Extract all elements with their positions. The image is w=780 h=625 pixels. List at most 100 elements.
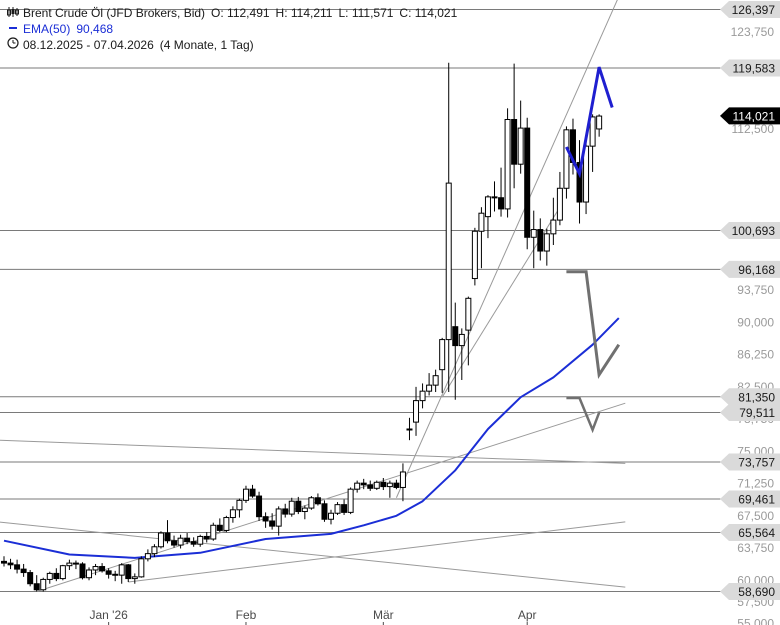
level-label-box [720, 490, 780, 508]
candle-body [478, 212, 485, 232]
level-label-box [720, 0, 780, 18]
level-label-text: 65,564 [738, 526, 775, 540]
level-label-box [720, 404, 780, 422]
candle [138, 556, 145, 578]
candle-body [118, 564, 125, 576]
level-label-text: 79,511 [739, 406, 775, 420]
candle-body [445, 182, 452, 341]
candle [236, 498, 243, 518]
projection-minor [566, 396, 601, 434]
candle [511, 63, 518, 189]
candle-body [177, 537, 184, 546]
candle-body [393, 482, 400, 488]
candle [406, 417, 413, 441]
candle-body [504, 118, 511, 210]
ema-value: 90,468 [76, 22, 114, 36]
candle [33, 575, 40, 592]
candle-body [138, 558, 145, 578]
candle [478, 207, 485, 269]
x-tick-label: Apr [518, 608, 537, 622]
candle [242, 485, 249, 503]
ema-line-icon [6, 21, 19, 37]
candle [275, 506, 282, 536]
candle [432, 369, 439, 393]
candle [589, 114, 596, 172]
y-tick-label: 90,000 [737, 315, 774, 329]
candle-body [14, 564, 21, 570]
candle [301, 505, 308, 520]
projections [565, 66, 621, 434]
candle-body [334, 504, 341, 514]
horizontal-levels [0, 8, 722, 593]
level-label: 58,690 [720, 583, 780, 601]
candle-body [157, 532, 164, 548]
candle [229, 506, 236, 523]
candle [144, 549, 151, 562]
y-tick-label: 93,750 [737, 283, 774, 297]
candle [334, 502, 341, 515]
candle-body [556, 187, 563, 221]
candle [517, 100, 524, 174]
candle-body [203, 535, 210, 540]
candle [184, 533, 191, 545]
candle [439, 337, 446, 393]
candle-body [432, 375, 439, 386]
candle [491, 181, 498, 212]
level-label-text: 126,397 [732, 3, 776, 17]
candle-body [33, 583, 40, 591]
candle-body [543, 233, 550, 252]
candle-body [321, 503, 328, 520]
candle-body [380, 481, 387, 488]
candle-body [282, 508, 289, 515]
candle [308, 496, 315, 510]
candle [197, 534, 204, 547]
candle-body [465, 297, 472, 331]
level-label-box [720, 221, 780, 239]
candle [131, 573, 138, 584]
candle-body [301, 507, 308, 513]
chart-legend: Brent Crude Öl (JFD Brokers, Bid) O: 112… [6, 5, 457, 53]
level-label-text: 100,693 [732, 224, 776, 238]
instrument-name: Brent Crude Öl (JFD Brokers, Bid) [23, 6, 206, 20]
candle-body [406, 428, 413, 431]
candle [249, 484, 256, 498]
candle [66, 559, 73, 570]
candle-body [99, 566, 106, 572]
candle-body [7, 562, 14, 566]
candle-body [589, 116, 596, 147]
clock-icon [6, 37, 19, 53]
candle [282, 503, 289, 518]
candle-body [491, 196, 498, 199]
candle-body [399, 471, 406, 488]
trend-line [0, 439, 626, 464]
candle [20, 563, 27, 577]
trend-lines [0, 0, 626, 592]
candle-body [216, 524, 223, 531]
candle [550, 197, 557, 246]
candle-body [144, 553, 151, 560]
y-tick-label: 63,750 [737, 541, 774, 555]
level-label: 100,693 [720, 221, 780, 239]
candle [341, 499, 348, 515]
candle [59, 564, 66, 581]
candle-body [210, 524, 217, 540]
level-label: 79,511 [720, 404, 780, 422]
candle [86, 567, 93, 581]
candle [556, 171, 563, 226]
low-value: L: 111,571 [338, 6, 394, 20]
candle-body [550, 219, 557, 235]
y-tick-label: 86,250 [737, 348, 774, 362]
candle-body [530, 229, 537, 238]
candle-body [328, 512, 334, 520]
candle [151, 544, 158, 558]
level-label: 73,757 [720, 453, 780, 471]
candle [40, 577, 47, 592]
candle-body [197, 535, 204, 545]
candle [471, 227, 478, 286]
last-price-label: 114,021 [720, 107, 780, 125]
candle [504, 108, 511, 218]
level-label-box [720, 453, 780, 471]
candle-body [354, 482, 361, 490]
candle-body [413, 400, 420, 423]
